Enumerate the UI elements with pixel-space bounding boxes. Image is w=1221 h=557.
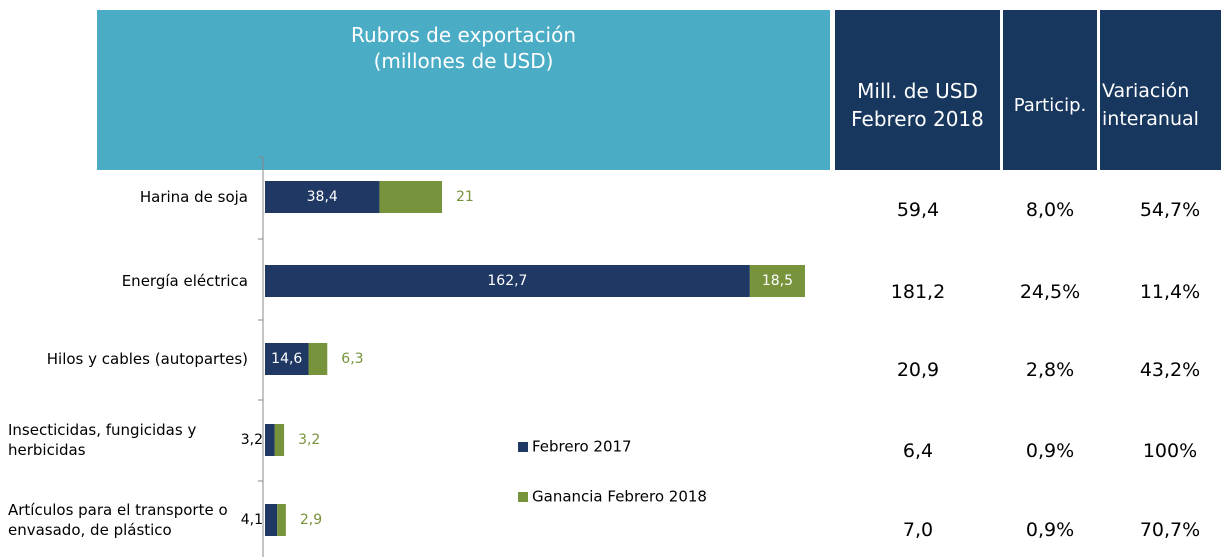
table-cell: 0,9% (1025, 440, 1075, 462)
table-cell: 2,8% (1025, 359, 1075, 381)
table-cell: 70,7% (1139, 519, 1201, 541)
bar-segment (749, 265, 805, 297)
data-label: 14,6 (271, 351, 302, 367)
bar-segment (277, 504, 286, 536)
table-cell: 43,2% (1139, 359, 1201, 381)
header-text: Rubros de exportación (millones de USD) (350, 23, 577, 73)
bar-segment (265, 343, 309, 375)
bar-segment (265, 265, 750, 297)
header-cell: Rubros de exportación (millones de USD) (97, 10, 830, 170)
category-label: Insecticidas, fungicidas y herbicidas (8, 421, 197, 459)
table-cell: 54,7% (1139, 199, 1201, 221)
header-cell: Mill. de USD Febrero 2018 (835, 10, 1000, 170)
data-label: 2,9 (300, 512, 322, 528)
category-label: Harina de soja (139, 188, 248, 206)
legend-swatch (518, 442, 528, 452)
header-text: Mill. de USD Febrero 2018 (851, 79, 984, 131)
data-label: 6,3 (341, 351, 363, 367)
table-cell: 11,4% (1139, 281, 1201, 303)
data-label: 4,1 (241, 512, 263, 528)
category-label: Artículos para el transporte o envasado,… (8, 501, 228, 539)
category-label: Energía eléctrica (121, 272, 248, 290)
header-cell: Variación interanual (1100, 10, 1221, 170)
table-cell: 24,5% (1019, 281, 1081, 303)
table-cell: 6,4 (902, 440, 934, 462)
data-label: 21 (456, 189, 474, 205)
data-label: 3,2 (241, 432, 263, 448)
table-cell: 8,0% (1025, 199, 1075, 221)
data-label: 162,7 (487, 273, 527, 289)
header-text: Variación interanual (1102, 80, 1199, 130)
table-cell: 59,4 (896, 199, 940, 221)
category-label: Hilos y cables (autopartes) (46, 350, 248, 368)
data-label: 38,4 (307, 189, 338, 205)
bar-segment (274, 424, 285, 456)
header-text: Particip. (1013, 94, 1087, 116)
table-cell: 20,9 (896, 359, 940, 381)
header-cell: Particip. (1003, 10, 1097, 170)
bar-segment (379, 181, 443, 213)
bar-segment (265, 181, 380, 213)
legend-label: Ganancia Febrero 2018 (532, 488, 707, 506)
table-cell: 7,0 (902, 519, 934, 541)
legend-swatch (518, 492, 528, 502)
bar-segment (308, 343, 328, 375)
table-cell: 100% (1142, 440, 1198, 462)
bar-segment (265, 504, 278, 536)
table-cell: 0,9% (1025, 519, 1075, 541)
data-label: 3,2 (298, 432, 320, 448)
bar-segment (265, 424, 275, 456)
legend-label: Febrero 2017 (532, 438, 632, 456)
data-label: 18,5 (762, 273, 793, 289)
table-cell: 181,2 (890, 281, 946, 303)
